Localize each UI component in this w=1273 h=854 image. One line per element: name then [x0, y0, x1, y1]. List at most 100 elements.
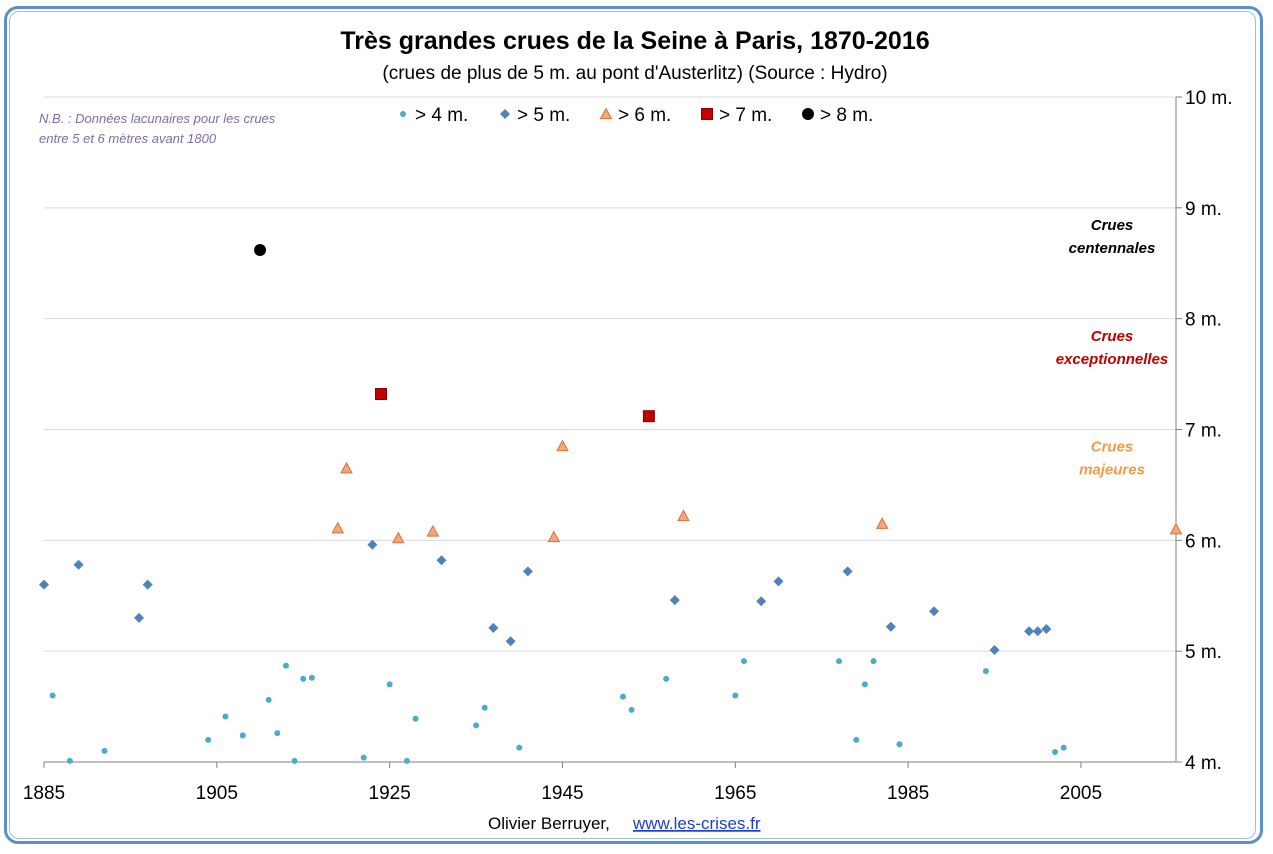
x-tick-label: 1965 — [714, 783, 756, 804]
note-line-1: N.B. : Données lacunaires pour les crues — [39, 111, 276, 126]
zone-label: majeures — [1079, 462, 1145, 479]
data-point-circle-small — [282, 662, 289, 669]
data-point-circle-small — [896, 741, 903, 748]
data-point-circle-small — [205, 736, 212, 743]
data-point-circle-small — [1060, 744, 1067, 751]
data-point-triangle — [391, 531, 405, 544]
data-point-diamond — [39, 579, 49, 590]
chart-frame — [4, 6, 1263, 844]
y-tick-label: 4 m. — [1185, 753, 1222, 774]
legend-marker — [599, 107, 613, 120]
data-point-diamond — [1024, 626, 1035, 637]
data-point-diamond — [367, 539, 378, 550]
data-point-circle-small — [628, 706, 635, 713]
data-point-triangle — [556, 439, 569, 452]
zone-label: centennales — [1069, 240, 1156, 257]
data-point-circle-small — [481, 704, 488, 711]
data-point-circle-large — [254, 243, 267, 256]
legend-label: > 5 m. — [517, 105, 570, 126]
y-tick-label: 8 m. — [1185, 310, 1222, 331]
legend-label: > 6 m. — [618, 105, 671, 126]
data-point-circle-small — [101, 747, 108, 754]
gridlines — [44, 96, 1176, 652]
chart-frame-inner — [9, 11, 1256, 839]
x-tick-label: 2005 — [1060, 783, 1102, 804]
data-point-diamond — [436, 555, 447, 566]
legend-marker — [400, 111, 406, 117]
note-line-2: entre 5 et 6 mètres avant 1800 — [39, 131, 217, 146]
data-point-circle-small — [516, 744, 523, 751]
zone-label: exceptionnelles — [1056, 351, 1169, 368]
zone-label: Crues — [1091, 217, 1134, 234]
data-point-diamond — [1041, 624, 1052, 634]
data-point-circle-small — [1052, 749, 1059, 756]
data-point-diamond — [522, 566, 533, 577]
data-point-diamond — [989, 645, 1000, 656]
legend-marker — [500, 109, 510, 119]
x-tick-label: 1945 — [541, 783, 583, 804]
data-point-diamond — [73, 559, 84, 570]
x-tick-label: 1925 — [369, 783, 411, 804]
data-point-circle-small — [265, 696, 272, 703]
data-point-circle-small — [982, 668, 989, 675]
data-point-square — [375, 388, 388, 401]
data-point-triangle — [340, 461, 353, 474]
legend-marker — [802, 108, 814, 120]
data-point-triangle — [331, 521, 345, 534]
data-point-circle-small — [835, 658, 842, 665]
zone-label: Crues — [1091, 328, 1134, 345]
data-point-diamond — [1032, 626, 1043, 637]
data-point-triangle — [547, 530, 561, 543]
x-tick-label: 1905 — [196, 783, 238, 804]
data-point-square — [642, 410, 655, 423]
y-tick-label: 7 m. — [1185, 421, 1222, 442]
data-point-diamond — [885, 621, 896, 632]
data-point-diamond — [142, 579, 153, 590]
data-point-circle-small — [412, 715, 419, 722]
data-point-diamond — [505, 636, 516, 647]
data-point-circle-small — [473, 722, 480, 729]
legend-label: > 4 m. — [415, 105, 468, 126]
x-tick-label: 1985 — [887, 783, 929, 804]
data-point-triangle — [1169, 522, 1183, 535]
data-point-circle-small — [274, 730, 281, 737]
data-point-circle-small — [291, 757, 298, 764]
y-tick-label: 9 m. — [1185, 199, 1222, 220]
data-point-diamond — [669, 595, 680, 606]
data-point-triangle — [677, 509, 690, 522]
data-point-circle-small — [853, 736, 860, 743]
data-point-circle-small — [66, 757, 73, 764]
data-point-diamond — [756, 596, 767, 607]
data-point-circle-small — [49, 692, 56, 699]
data-point-circle-small — [740, 658, 747, 665]
data-point-circle-small — [360, 754, 367, 761]
data-point-diamond — [134, 612, 145, 623]
credit-author: Olivier Berruyer, — [488, 814, 610, 833]
y-tick-label: 6 m. — [1185, 531, 1222, 552]
data-point-triangle — [875, 517, 889, 529]
y-tick-label: 5 m. — [1185, 642, 1222, 663]
data-point-circle-small — [403, 757, 410, 764]
axes: 4 m. 5 m. 6 m. 7 m. 8 m. 9 m. 10 m. 1885 1905 192… — [23, 88, 1233, 804]
data-point-circle-small — [619, 693, 626, 700]
data-point-diamond — [488, 622, 499, 633]
y-tick-label: 10 m. — [1185, 88, 1233, 109]
chart-subtitle: (crues de plus de 5 m. au pont d'Austerl… — [382, 63, 887, 84]
credit-link[interactable]: www.les-crises.fr — [632, 814, 761, 833]
data-point-circle-small — [239, 732, 246, 739]
zone-labels: Crues centennales Crues exceptionnelles Crue… — [1056, 217, 1169, 479]
legend-marker — [701, 108, 713, 120]
data-point-diamond — [929, 606, 940, 617]
data-point-circle-small — [663, 675, 670, 682]
data-point-diamond — [842, 566, 853, 577]
data-point-circle-small — [386, 681, 393, 688]
legend: > 4 m. > 5 m. > 6 m. > 7 m. > 8 m. — [400, 105, 873, 126]
data-point-diamond — [773, 576, 784, 587]
x-tick-label: 1885 — [23, 783, 65, 804]
data-point-circle-small — [300, 675, 307, 682]
data-point-triangle — [426, 524, 440, 537]
legend-label: > 7 m. — [719, 105, 772, 126]
data-point-circle-small — [732, 692, 739, 699]
data-points — [39, 243, 1183, 764]
